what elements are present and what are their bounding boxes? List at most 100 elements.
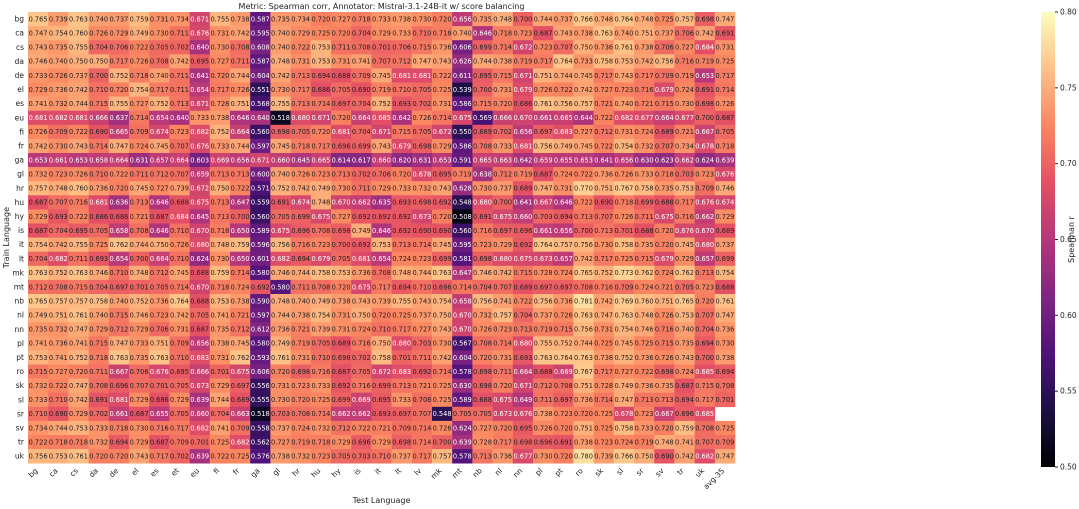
heatmap-cell xyxy=(573,237,594,252)
heatmap-cell xyxy=(108,237,130,252)
x-tick-label: uk xyxy=(693,466,706,479)
heatmap-cell xyxy=(351,223,372,238)
heatmap-cell xyxy=(553,195,574,210)
cell-value-label: 0.617 xyxy=(352,156,371,164)
cell-value-label: 0.736 xyxy=(594,170,613,178)
cell-value-label: 0.708 xyxy=(473,340,492,348)
heatmap-cell xyxy=(270,26,291,41)
cell-value-label: 0.660 xyxy=(372,156,391,164)
heatmap-cell xyxy=(290,68,312,83)
cell-value-label: 0.688 xyxy=(170,199,189,207)
cell-value-label: 0.720 xyxy=(493,100,512,108)
cell-value-label: 0.744 xyxy=(473,58,492,66)
cell-value-label: 0.714 xyxy=(311,410,330,418)
cell-value-label: 0.754 xyxy=(614,142,633,150)
cell-value-label: 0.709 xyxy=(170,340,189,348)
heatmap-cell xyxy=(331,195,352,210)
cell-value-label: 0.726 xyxy=(614,170,633,178)
heatmap-cell xyxy=(371,82,392,97)
y-tick-label: el xyxy=(17,85,24,94)
cell-value-label: 0.690 xyxy=(49,410,68,418)
cell-value-label: 0.726 xyxy=(49,72,68,80)
cell-value-label: 0.731 xyxy=(493,86,512,94)
heatmap-cell xyxy=(310,54,332,69)
cell-value-label: 0.742 xyxy=(574,86,593,94)
heatmap-cell xyxy=(533,82,554,97)
heatmap-cell xyxy=(411,195,433,210)
cell-value-label: 0.690 xyxy=(655,452,674,460)
cell-value-label: 0.704 xyxy=(473,283,492,291)
cell-value-label: 0.756 xyxy=(574,326,593,334)
cell-value-label: 0.653 xyxy=(29,156,48,164)
heatmap-cell xyxy=(129,138,150,154)
cell-value-label: 0.710 xyxy=(412,283,431,291)
cell-value-label: 0.712 xyxy=(29,283,48,291)
cell-value-label: 0.723 xyxy=(493,326,512,334)
cell-value-label: 0.711 xyxy=(412,354,431,362)
cell-value-label: 0.628 xyxy=(453,185,472,193)
cell-value-label: 0.733 xyxy=(392,396,411,404)
cell-value-label: 0.758 xyxy=(635,185,654,193)
cell-value-label: 0.673 xyxy=(534,255,553,263)
x-tick-label: es xyxy=(148,466,160,478)
cell-value-label: 0.718 xyxy=(715,142,734,150)
heatmap-cell xyxy=(371,110,392,126)
cell-value-label: 0.740 xyxy=(271,29,290,37)
cell-value-label: 0.738 xyxy=(271,452,290,460)
heatmap-cell xyxy=(714,96,736,111)
cell-value-label: 0.709 xyxy=(231,424,250,432)
x-tick-label: tr xyxy=(675,466,686,477)
cell-value-label: 0.739 xyxy=(372,297,391,305)
cell-value-label: 0.717 xyxy=(311,142,330,150)
heatmap-cell xyxy=(573,12,594,27)
cell-value-label: 0.674 xyxy=(150,128,169,136)
cell-value-label: 0.681 xyxy=(109,396,128,404)
cell-value-label: 0.710 xyxy=(89,86,108,94)
cell-value-label: 0.637 xyxy=(109,114,128,122)
heatmap-cell xyxy=(189,54,211,69)
cell-value-label: 0.741 xyxy=(675,438,694,446)
cell-value-label: 0.639 xyxy=(190,396,209,404)
cell-value-label: 0.666 xyxy=(493,114,512,122)
cell-value-label: 0.721 xyxy=(291,326,310,334)
cell-value-label: 0.705 xyxy=(412,86,431,94)
cell-value-label: 0.726 xyxy=(614,213,633,221)
heatmap-cell xyxy=(331,54,352,69)
cell-value-label: 0.705 xyxy=(453,410,472,418)
cell-value-label: 0.589 xyxy=(251,227,270,235)
heatmap-cell xyxy=(149,153,170,168)
cell-value-label: 0.694 xyxy=(715,368,734,376)
heatmap-cell xyxy=(230,181,251,196)
cell-value-label: 0.747 xyxy=(534,185,553,193)
heatmap-cell xyxy=(654,68,675,83)
heatmap-cell xyxy=(189,223,211,238)
cell-value-label: 0.682 xyxy=(695,452,714,460)
cell-value-label: 0.656 xyxy=(231,156,250,164)
heatmap-cell xyxy=(634,26,655,41)
heatmap-cell xyxy=(452,54,473,69)
cell-value-label: 0.641 xyxy=(190,72,209,80)
cell-value-label: 0.727 xyxy=(49,368,68,376)
cell-value-label: 0.608 xyxy=(251,44,270,52)
cell-value-label: 0.665 xyxy=(473,156,492,164)
cell-value-label: 0.663 xyxy=(493,156,512,164)
heatmap-cell xyxy=(230,237,251,252)
cell-value-label: 0.558 xyxy=(251,424,270,432)
cell-value-label: 0.717 xyxy=(291,86,310,94)
heatmap-cell xyxy=(28,251,49,267)
cell-value-label: 0.723 xyxy=(311,452,330,460)
cell-value-label: 0.733 xyxy=(29,72,48,80)
heatmap-cell xyxy=(189,195,211,210)
cell-value-label: 0.680 xyxy=(695,241,714,249)
cell-value-label: 0.755 xyxy=(69,241,88,249)
cell-value-label: 0.729 xyxy=(210,382,229,390)
heatmap-cell xyxy=(371,181,392,196)
cell-value-label: 0.780 xyxy=(574,452,593,460)
cell-value-label: 0.757 xyxy=(493,311,512,319)
heatmap-cell xyxy=(129,237,150,252)
heatmap-cell xyxy=(230,138,251,154)
heatmap-cell xyxy=(553,12,574,27)
cell-value-label: 0.748 xyxy=(655,438,674,446)
cell-value-label: 0.745 xyxy=(574,142,593,150)
cell-value-label: 0.735 xyxy=(130,354,149,362)
